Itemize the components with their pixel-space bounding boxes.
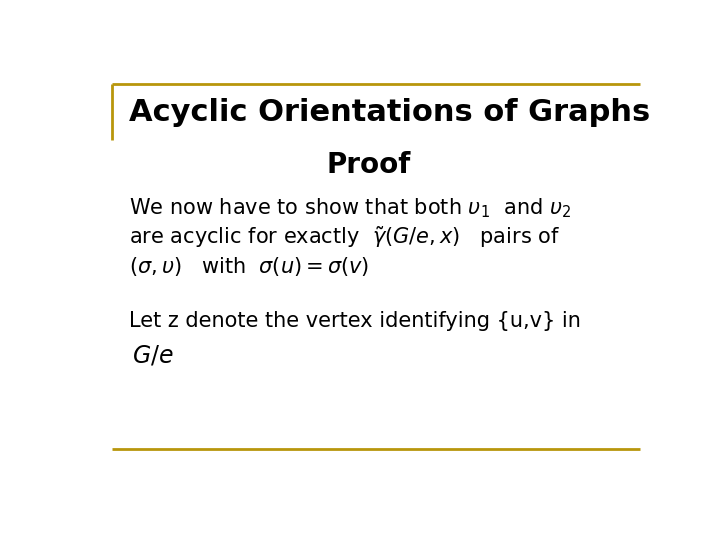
Text: $G/e$: $G/e$	[132, 344, 174, 368]
Text: We now have to show that both $\upsilon_1$  and $\upsilon_2$: We now have to show that both $\upsilon_…	[129, 197, 571, 220]
Text: Acyclic Orientations of Graphs: Acyclic Orientations of Graphs	[129, 98, 650, 127]
Text: Let z denote the vertex identifying {u,v} in: Let z denote the vertex identifying {u,v…	[129, 310, 581, 330]
Text: $( \sigma, \upsilon )$   with  $\sigma(u){=}\sigma(v)$: $( \sigma, \upsilon )$ with $\sigma(u){=…	[129, 255, 369, 278]
Text: Proof: Proof	[327, 151, 411, 179]
Text: are acyclic for exactly  $\tilde{\gamma}(G/e, x)$   pairs of: are acyclic for exactly $\tilde{\gamma}(…	[129, 225, 560, 250]
